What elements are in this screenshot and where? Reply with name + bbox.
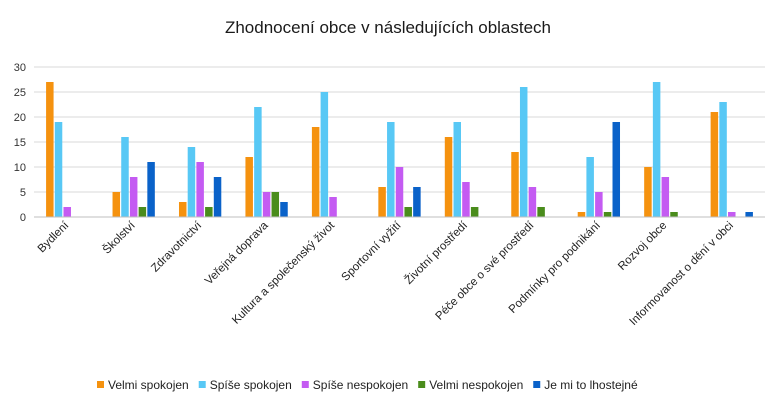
bar [187,147,196,217]
y-tick-label: 15 [14,137,26,149]
bar [63,207,71,217]
bar [262,192,271,217]
bar [612,122,621,217]
bar [603,212,612,217]
legend-label: Spíše spokojen [210,378,292,392]
bar [745,212,753,217]
bar [147,162,155,217]
bar [178,202,187,217]
chart-title: Zhodnocení obce v následujících oblastec… [225,18,551,37]
bar [213,177,222,217]
bar [46,82,54,217]
bar [329,197,337,217]
bar [205,207,213,217]
bar [519,87,528,217]
bar [577,212,586,217]
legend-swatch [97,381,104,388]
bar [511,152,519,217]
bar [413,187,421,217]
bar [462,182,470,217]
legend-item: Spíše nespokojen [301,378,408,392]
bar [453,122,461,217]
bars [46,82,753,217]
legend-swatch [198,381,206,388]
bar [121,137,129,217]
legend-label: Velmi nespokojen [429,378,523,392]
legend-label: Je mi to lhostejné [544,378,638,392]
bar [245,157,253,217]
bar [112,192,121,217]
legend-item: Spíše spokojen [198,378,292,392]
bar [129,177,138,217]
legend-swatch [533,381,541,388]
legend-label: Spíše nespokojen [313,378,408,392]
legend-item: Velmi nespokojen [418,378,523,392]
bar [719,102,727,217]
legend-item: Velmi spokojen [97,378,189,392]
x-category-label: Bydlení [36,219,72,255]
y-tick-label: 25 [14,87,26,99]
legend-label: Velmi spokojen [108,378,189,392]
x-category-label: Životní prostředí [402,218,471,287]
y-tick-label: 0 [20,212,26,224]
bar [387,122,395,217]
bar [661,177,670,217]
y-tick-label: 5 [20,187,26,199]
bar [378,187,386,217]
bar [595,192,603,217]
bar [254,107,262,217]
bar [395,167,404,217]
gridlines [34,66,765,193]
y-tick-label: 30 [14,62,26,74]
bar [444,137,453,217]
bar [652,82,661,217]
legend-swatch [301,381,309,388]
legend-item: Je mi to lhostejné [533,378,638,392]
bar [311,127,320,217]
x-category-label: Zdravotnictví [149,219,205,275]
bar [320,92,329,217]
bar [404,207,412,217]
y-tick-label: 10 [14,162,26,174]
bar [528,187,537,217]
bar [271,192,280,217]
legend-swatch [418,381,426,388]
legend: Velmi spokojen Spíše spokojen Spíše nespok… [97,378,638,392]
bar [138,207,147,217]
bar [537,207,545,217]
bar [54,122,63,217]
bar [644,167,652,217]
bar [728,212,736,217]
bar [670,212,678,217]
bar [586,157,594,217]
bar [280,202,288,217]
y-axis-ticks: 0 5 10 15 20 25 30 [14,62,26,224]
x-category-label: Školství [100,218,138,256]
x-category-label: Veřejná doprava [203,219,271,287]
x-category-label: Sportovní vyžití [340,219,405,284]
bar [470,207,479,217]
bar [196,162,204,217]
bar [710,112,719,217]
y-tick-label: 20 [14,112,26,124]
x-category-label: Rozvoj obce [616,220,669,273]
